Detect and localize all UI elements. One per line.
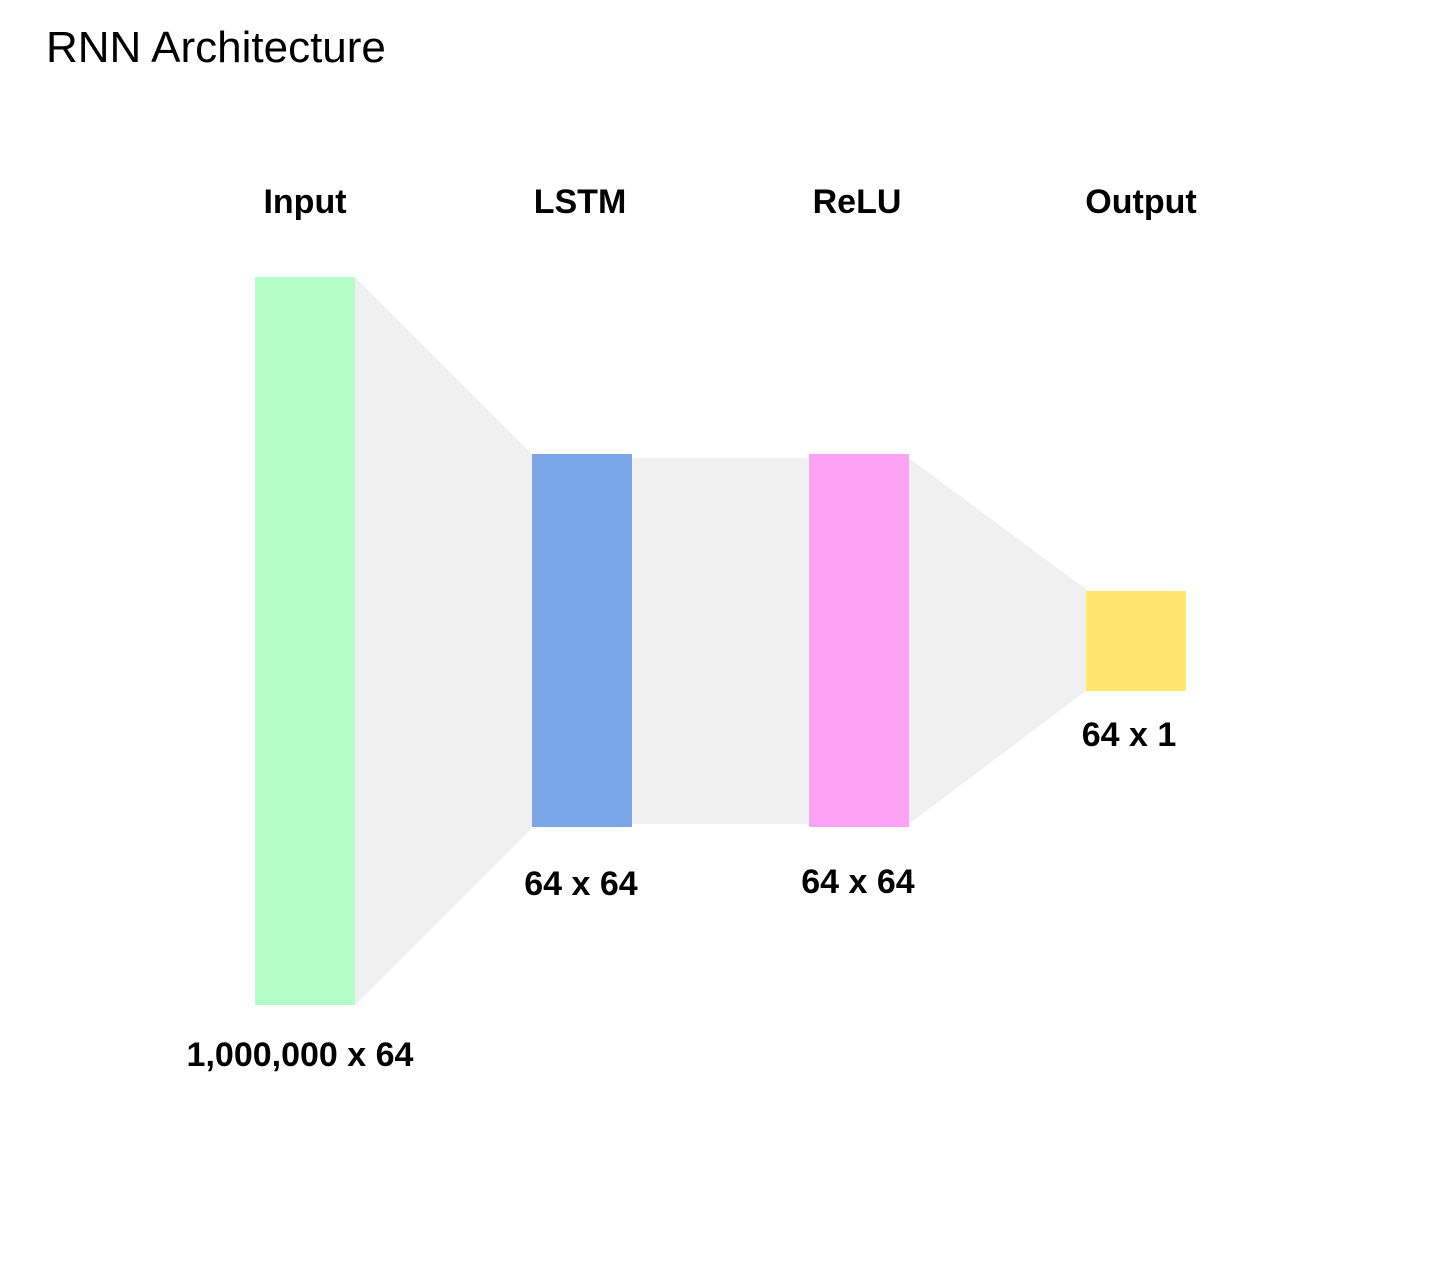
layer-block-lstm	[532, 454, 632, 827]
connector-relu-output	[909, 458, 1087, 824]
page-title: RNN Architecture	[46, 23, 386, 72]
layer-label-lstm: LSTM	[533, 183, 627, 221]
layer-block-output	[1086, 591, 1186, 691]
layer-label-relu: ReLU	[812, 183, 902, 221]
layer-label-output: Output	[1085, 183, 1197, 221]
layer-dims-relu: 64 x 64	[801, 863, 915, 901]
connector-input-lstm	[355, 277, 533, 1005]
layer-block-relu	[809, 454, 909, 827]
layer-dims-input: 1,000,000 x 64	[186, 1036, 414, 1074]
layer-block-input	[255, 277, 355, 1005]
layer-dims-output: 64 x 1	[1081, 716, 1177, 754]
layer-label-input: Input	[263, 183, 347, 221]
connector-lstm-relu	[632, 458, 809, 824]
layer-dims-lstm: 64 x 64	[524, 865, 638, 903]
